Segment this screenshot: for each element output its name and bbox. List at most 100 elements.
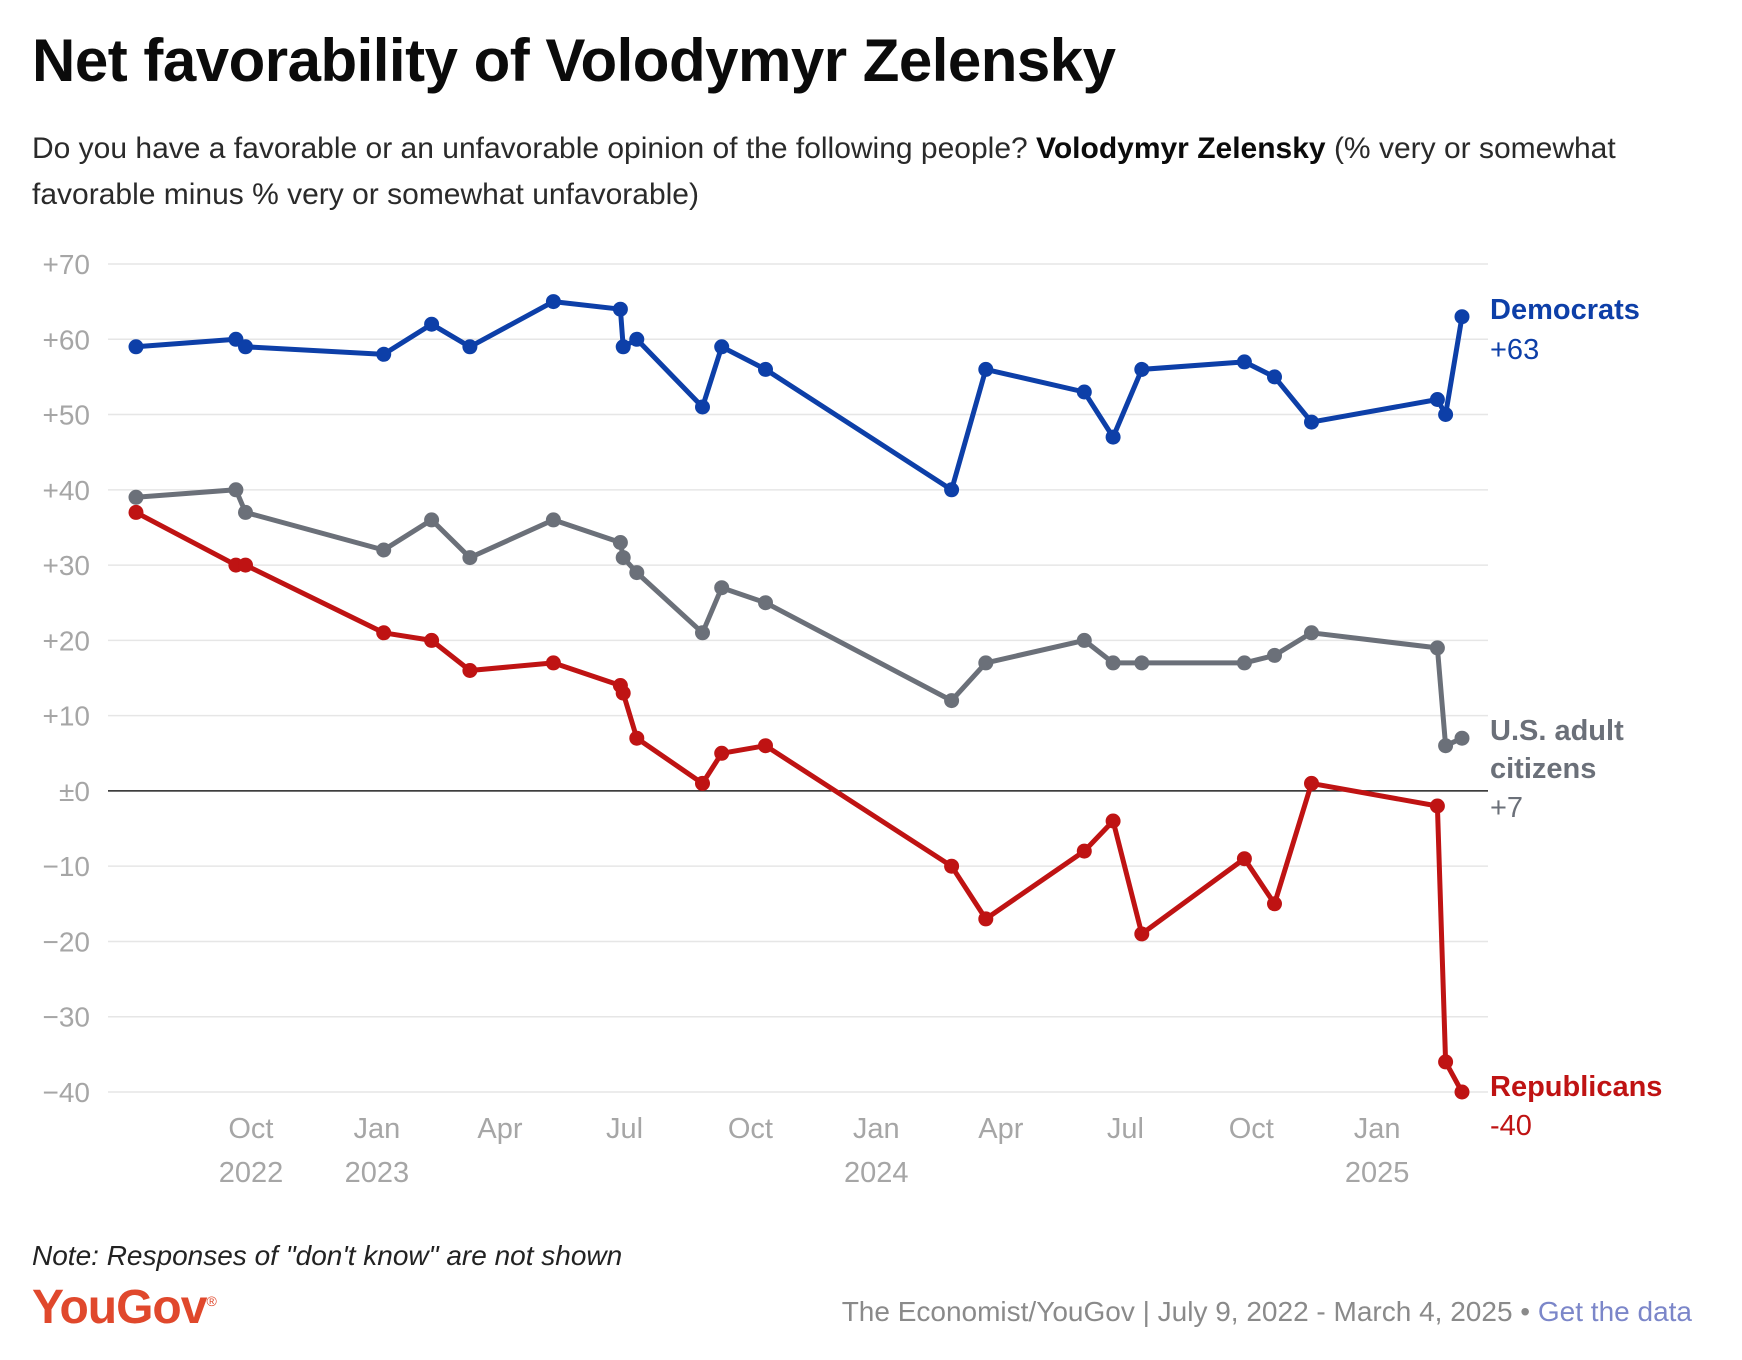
chart-subtitle: Do you have a favorable or an unfavorabl…: [32, 126, 1672, 218]
x-tick-label: Jan: [353, 1113, 400, 1145]
y-tick-label: −10: [43, 851, 91, 882]
republicans-label: Republicans: [1490, 1071, 1662, 1103]
y-tick-label: +60: [43, 324, 91, 355]
us-adult-citizens-label: U.S. adult: [1490, 715, 1624, 747]
get-data-link[interactable]: Get the data: [1537, 1296, 1692, 1327]
republicans-point: [1134, 926, 1150, 942]
republicans-point: [376, 625, 392, 641]
subtitle-text-after: (% very or somewhat favorable minus % ve…: [32, 132, 1616, 211]
democrats-point: [629, 331, 645, 347]
us-adult-citizens-point: [1076, 632, 1092, 648]
us-adult-citizens-point: [462, 550, 478, 566]
us-adult-citizens-point: [615, 550, 631, 566]
democrats-point: [1236, 354, 1252, 370]
republicans-point: [128, 504, 144, 520]
democrats-point: [615, 339, 631, 355]
us-adult-citizens-point: [376, 542, 392, 558]
republicans-point: [1105, 813, 1121, 829]
democrats-point: [1267, 369, 1282, 385]
democrats-point: [612, 301, 628, 317]
democrats-line: [133, 299, 1465, 493]
us-adult-citizens-end-value: +7: [1490, 792, 1523, 824]
democrats-label: Democrats: [1490, 294, 1640, 326]
republicans-point: [1076, 843, 1092, 859]
x-tick-label: Oct: [228, 1113, 273, 1145]
x-tick-year-label: 2023: [345, 1157, 410, 1189]
us-adult-citizens-point: [714, 580, 730, 596]
republicans-end-value: -40: [1490, 1110, 1532, 1142]
democrats-point: [462, 339, 478, 355]
democrats-point: [545, 294, 561, 310]
democrats-point: [758, 361, 773, 377]
republicans-point: [1429, 798, 1445, 814]
democrats-point: [424, 316, 440, 332]
logo-mark: ®: [206, 1293, 216, 1309]
democrats-point: [1304, 414, 1319, 430]
us-adult-citizens-point: [424, 512, 440, 528]
x-tick-year-label: 2024: [844, 1157, 909, 1189]
us-adult-citizens-point: [1454, 730, 1470, 746]
democrats-point: [978, 361, 994, 377]
y-axis: +70 +60 +50 +40 +30 +20 +10 ±0 −10 −20 −30 −40: [43, 249, 91, 1108]
democrats-point: [1429, 392, 1445, 407]
y-tick-label: −40: [43, 1077, 91, 1108]
republicans-point: [978, 911, 994, 927]
republicans-point: [944, 858, 960, 874]
us-adult-citizens-point: [1134, 655, 1150, 671]
republicans-point: [238, 557, 253, 573]
us-adult-citizens-point: [1304, 625, 1319, 641]
democrats-point: [376, 346, 392, 362]
democrats-point: [1134, 361, 1150, 377]
democrats-point: [1438, 407, 1454, 422]
republicans-point: [1304, 775, 1319, 791]
y-tick-label: −30: [43, 1002, 91, 1033]
us-adult-citizens-point: [1267, 647, 1282, 663]
democrats-point: [1105, 429, 1121, 445]
republicans-point: [615, 685, 631, 701]
us-adult-citizens-point: [545, 512, 561, 528]
y-tick-label: +50: [43, 400, 91, 431]
y-tick-label: +40: [43, 475, 91, 506]
republicans-point: [424, 632, 440, 648]
y-tick-label: +10: [43, 701, 91, 732]
democrats-point: [128, 339, 144, 355]
source-text: The Economist/YouGov | July 9, 2022 - Ma…: [841, 1296, 1513, 1327]
us-adult-citizens-line: [133, 487, 1465, 749]
x-tick-label: Jan: [853, 1113, 900, 1145]
republicans-point: [545, 655, 561, 671]
us-adult-citizens-point: [695, 625, 710, 641]
x-tick-label: Apr: [978, 1113, 1023, 1145]
us-adult-citizens-point: [238, 504, 253, 520]
source-line: The Economist/YouGov | July 9, 2022 - Ma…: [842, 1296, 1692, 1328]
us-adult-citizens-point: [1429, 640, 1445, 656]
republicans-point: [1454, 1084, 1470, 1100]
democrats-end-value: +63: [1490, 334, 1539, 366]
republicans-point: [714, 745, 730, 761]
republicans-point: [1438, 1054, 1454, 1070]
yougov-logo: YouGov®: [32, 1280, 217, 1335]
democrats-point: [1076, 384, 1092, 400]
logo-text: YouGov: [32, 1281, 207, 1334]
y-tick-label: −20: [43, 926, 91, 957]
democrats-point: [1454, 309, 1470, 325]
source-separator: •: [1512, 1296, 1538, 1327]
us-adult-citizens-point: [1236, 655, 1252, 671]
x-tick-year-label: 2025: [1345, 1157, 1410, 1189]
subtitle-bold: Volodymyr Zelensky: [1036, 132, 1326, 165]
us-adult-citizens-point: [1105, 655, 1121, 671]
us-adult-citizens-point: [978, 655, 994, 671]
y-tick-label: +70: [43, 249, 91, 280]
us-adult-citizens-point: [228, 482, 244, 498]
us-adult-citizens-point: [629, 565, 645, 581]
us-adult-citizens-point: [1438, 738, 1454, 754]
gridlines: [108, 263, 1488, 1093]
republicans-line: [133, 509, 1465, 1095]
chart-note: Note: Responses of "don't know" are not …: [32, 1240, 623, 1271]
x-tick-label: Oct: [1229, 1113, 1274, 1145]
republicans-point: [695, 775, 710, 791]
y-tick-label: ±0: [59, 776, 90, 807]
x-tick-year-label: 2022: [219, 1157, 284, 1189]
democrats-point: [695, 399, 710, 415]
us-adult-citizens-label: citizens: [1490, 753, 1596, 785]
x-tick-label: Jan: [1354, 1113, 1401, 1145]
